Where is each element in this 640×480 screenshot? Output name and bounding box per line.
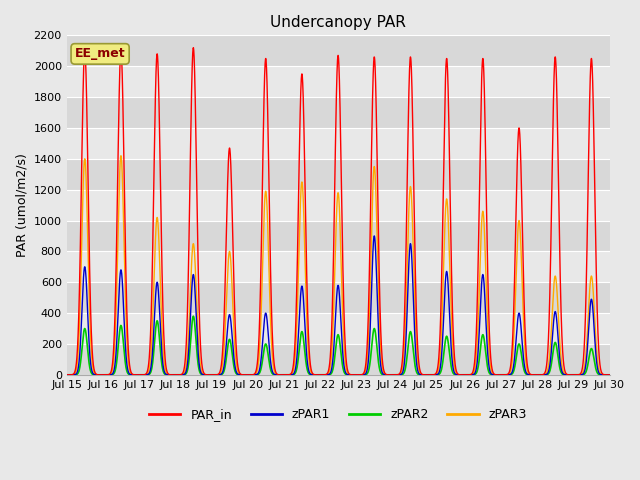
Bar <box>67 97 609 128</box>
Bar <box>67 66 609 97</box>
Bar <box>67 220 609 252</box>
Bar <box>67 313 609 344</box>
Bar <box>67 344 609 375</box>
Bar <box>67 190 609 220</box>
Legend: PAR_in, zPAR1, zPAR2, zPAR3: PAR_in, zPAR1, zPAR2, zPAR3 <box>144 403 532 426</box>
Bar <box>67 159 609 190</box>
Bar <box>67 282 609 313</box>
Y-axis label: PAR (umol/m2/s): PAR (umol/m2/s) <box>15 153 28 257</box>
Bar <box>67 36 609 66</box>
Bar <box>67 128 609 159</box>
Title: Undercanopy PAR: Undercanopy PAR <box>270 15 406 30</box>
Bar <box>67 252 609 282</box>
Text: EE_met: EE_met <box>75 48 125 60</box>
